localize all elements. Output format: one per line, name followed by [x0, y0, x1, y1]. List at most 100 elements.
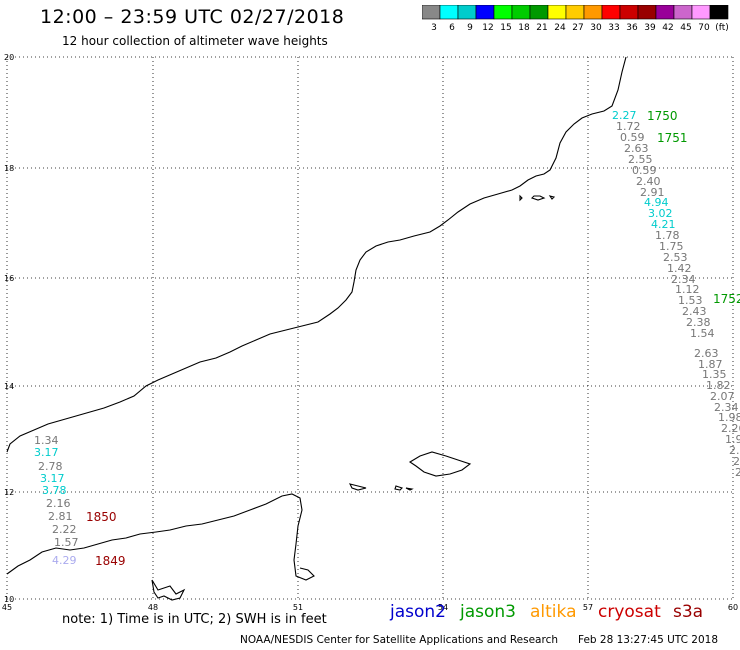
wave-height-label: 2.16 — [46, 497, 71, 510]
wave-height-label: 2.91 — [640, 186, 665, 199]
wave-height-label: 1.72 — [616, 120, 641, 133]
colorbar-tick-label: 42 — [662, 23, 673, 33]
colorbar-tick-label: 27 — [572, 23, 583, 33]
wave-height-label: 2.43 — [682, 305, 707, 318]
pass-time-label: 1849 — [95, 554, 126, 568]
colorbar-tick-label: 24 — [554, 23, 566, 33]
wave-height-label: 1.75 — [659, 240, 684, 253]
coastline — [6, 56, 627, 601]
colorbar-tick-label: 3 — [431, 23, 437, 33]
wave-height-label: 1.78 — [655, 229, 680, 242]
wave-height-label: 2.34 — [671, 273, 696, 286]
longitude-label: 54 — [438, 603, 448, 612]
colorbar-tick-label: 21 — [536, 23, 547, 33]
wave-height-label: 2.22 — [52, 523, 77, 536]
wave-height-label: 1.34 — [34, 434, 59, 447]
wave-height-label: 1.82 — [706, 379, 731, 392]
longitude-labels: 45 48 51 54 57 60 — [2, 603, 738, 612]
mission-altika: altika — [530, 602, 577, 622]
wave-height-label: 1.12 — [675, 283, 700, 296]
coastline-arabian-peninsula — [6, 56, 627, 453]
mission-jason3: jason3 — [460, 602, 516, 622]
wave-height-label: 3.02 — [648, 207, 673, 220]
latitude-label: 18 — [4, 164, 14, 173]
latitude-label: 16 — [4, 274, 14, 283]
longitude-label: 48 — [148, 603, 158, 612]
wave-height-label: 3.78 — [42, 484, 67, 497]
pass-time-label: 1752 — [713, 292, 740, 306]
longitude-label: 57 — [583, 603, 593, 612]
wave-height-label: 1.87 — [698, 358, 723, 371]
pass-time-label: 1750 — [647, 109, 678, 123]
colorbar-tick-label: 36 — [626, 23, 638, 33]
colorbar-tick-label: 9 — [467, 23, 473, 33]
wave-height-label: 4.21 — [651, 218, 676, 231]
wave-height-label: 1.98 — [718, 411, 740, 424]
wave-height-label: 4.94 — [644, 196, 669, 209]
map-subtitle: 12 hour collection of altimeter wave hei… — [62, 34, 328, 48]
wave-height-label: 2.63 — [624, 142, 649, 155]
colorbar-tick-label: 18 — [518, 23, 530, 33]
wave-height-label: 2.81 — [48, 510, 73, 523]
longitude-label: 45 — [2, 603, 12, 612]
wave-height-label: 2 — [733, 455, 740, 468]
altimeter-track-right: 2.271.720.592.632.550.592.402.914.943.02… — [612, 109, 740, 479]
wave-height-colorbar: 3 6 9 12 15 18 21 24 27 30 33 36 39 42 45 70 (ft) — [422, 5, 729, 33]
coastline-darsah — [405, 487, 414, 491]
wave-height-label: 1.57 — [54, 536, 79, 549]
mission-jason2: jason2 — [390, 602, 446, 622]
wave-height-label: 2 — [735, 466, 740, 479]
wave-height-label: 1.42 — [667, 262, 692, 275]
latitude-label: 20 — [4, 53, 14, 62]
wave-height-label: 2.26 — [721, 422, 740, 435]
wave-height-label: 1.9 — [725, 433, 740, 446]
latitude-labels: 20 18 16 14 12 10 — [4, 53, 14, 604]
wave-height-label: 2.34 — [714, 401, 739, 414]
footer-note: note: 1) Time is in UTC; 2) SWH is in fe… — [62, 612, 327, 627]
grid-lines — [6, 56, 734, 600]
colorbar-tick-label: 6 — [449, 23, 455, 33]
coastline-kuria-muria — [519, 194, 556, 202]
colorbar-tick-label: 15 — [500, 23, 511, 33]
colorbar-tick-label: 45 — [680, 23, 691, 33]
colorbar-tick-label: 70 — [698, 23, 710, 33]
pass-time-label: 1751 — [657, 131, 688, 145]
wave-height-label: 2.27 — [612, 109, 637, 122]
mission-cryosat: cryosat — [598, 602, 661, 622]
coastline-samhah — [394, 485, 404, 491]
longitude-label: 60 — [728, 603, 738, 612]
wave-height-label: 2.53 — [663, 251, 688, 264]
wave-height-label: 4.29 — [52, 554, 77, 567]
credit-line: NOAA/NESDIS Center for Satellite Applica… — [240, 634, 558, 646]
colorbar-tick-label: 39 — [644, 23, 656, 33]
wave-height-label: 2.6 — [729, 444, 740, 457]
wave-height-label: 2.78 — [38, 460, 63, 473]
wave-height-label: 0.59 — [620, 131, 645, 144]
wave-height-label: 2.38 — [686, 316, 711, 329]
coastline-socotra — [408, 451, 472, 477]
wave-height-label: 1.54 — [690, 327, 715, 340]
altimeter-track-left: 1.343.172.783.173.782.162.812.221.574.29… — [34, 434, 126, 568]
colorbar-tick-label: 30 — [590, 23, 602, 33]
wave-height-label: 2.07 — [710, 390, 735, 403]
latitude-label: 12 — [4, 488, 14, 497]
map-title: 12:00 – 23:59 UTC 02/27/2018 — [40, 6, 345, 28]
wave-height-label: 2.55 — [628, 153, 653, 166]
mission-s3a: s3a — [673, 602, 704, 622]
latitude-label: 10 — [4, 595, 14, 604]
wave-height-label: 1.35 — [702, 368, 727, 381]
coastline-small-islands-south — [151, 579, 186, 601]
colorbar-tick-label: (ft) — [715, 23, 729, 33]
colorbar-swatch — [709, 5, 729, 20]
wave-height-label: 3.17 — [40, 472, 65, 485]
colorbar-tick-label: 33 — [608, 23, 619, 33]
colorbar-tick-label: 12 — [482, 23, 493, 33]
coastline-abd-al-kuri — [348, 483, 367, 491]
wave-height-label: 0.59 — [632, 164, 657, 177]
wave-height-label: 2.63 — [694, 347, 719, 360]
generated-timestamp: Feb 28 13:27:45 UTC 2018 — [578, 634, 718, 646]
latitude-label: 14 — [4, 382, 14, 391]
coastline-horn-of-africa — [6, 493, 315, 581]
